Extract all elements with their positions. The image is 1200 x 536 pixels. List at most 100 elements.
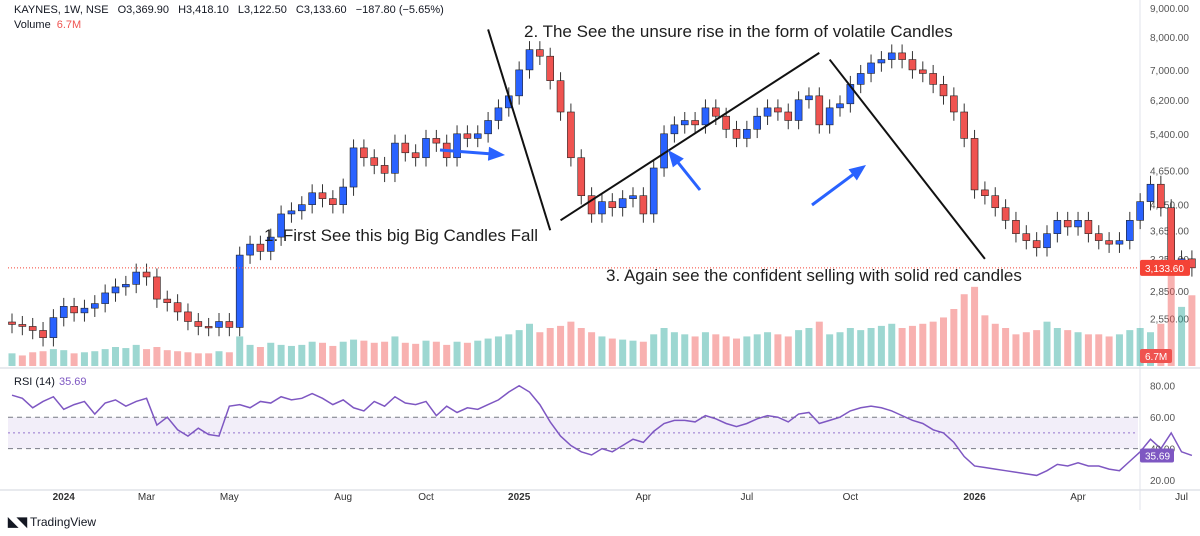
candle-body (732, 128, 741, 139)
candle-body (515, 69, 523, 97)
volume-bar (256, 347, 264, 366)
candle-body (142, 271, 151, 278)
volume-badge (1140, 349, 1172, 363)
candle-body (805, 95, 813, 101)
volume-bar (1178, 306, 1186, 366)
volume-bar (360, 340, 368, 366)
volume-bar (298, 344, 306, 366)
volume-bar (857, 330, 865, 366)
candle-body (329, 198, 337, 205)
volume-bar (401, 342, 409, 366)
symbol-name[interactable]: KAYNES, 1W, NSE (14, 4, 109, 16)
candle-body (391, 142, 399, 174)
tradingview-logo[interactable]: ◣◥ TradingView (8, 514, 96, 530)
candle-body (680, 120, 689, 126)
volume-bar (940, 317, 947, 366)
volume-bar (526, 323, 533, 366)
volume-bar (639, 341, 647, 366)
ohlc-high: H3,418.10 (178, 4, 229, 16)
volume-bar (1115, 334, 1123, 366)
candle-body (1012, 220, 1020, 234)
annotation-3: 3. Again see the confident selling with … (606, 266, 1022, 285)
volume-bar (205, 353, 213, 366)
rsi-badge-label: 35.69 (1145, 451, 1170, 462)
price-change: −187.80 (−5.65%) (355, 4, 444, 16)
volume-bar (981, 315, 989, 366)
candle-body (256, 243, 265, 252)
volume-bar (753, 334, 761, 366)
volume-bar (960, 294, 968, 366)
candle-body (867, 62, 875, 74)
candle-body (536, 49, 544, 57)
volume-bar (194, 353, 202, 366)
arrow-head (848, 165, 866, 181)
candle-body (132, 271, 140, 285)
volume-bar (174, 351, 182, 366)
candle-body (784, 111, 793, 121)
price-tick-label: 9,000.00 (1150, 4, 1189, 15)
volume-bar (805, 328, 813, 366)
candle-body (184, 311, 192, 322)
volume-bar (391, 336, 399, 366)
candle-body (1167, 207, 1175, 267)
candle-body (1063, 220, 1072, 228)
volume-bar (1043, 321, 1051, 366)
arrow-annotation (439, 148, 492, 156)
candle-body (246, 243, 254, 256)
candle-body (215, 321, 223, 328)
candle-body (266, 236, 275, 252)
volume-bar (567, 321, 575, 366)
volume-bar (795, 330, 803, 366)
candle-body (225, 321, 234, 328)
candle-body (929, 73, 937, 85)
volume-bar (608, 338, 616, 366)
arrow-head (487, 146, 505, 161)
rsi-label[interactable]: RSI (14) (14, 376, 55, 388)
volume-bar (91, 351, 99, 366)
rsi-line (11, 384, 1193, 477)
x-tick-label: 2024 (53, 492, 76, 503)
rsi-tick-label: 20.00 (1150, 476, 1175, 487)
price-tick-label: 5,400.00 (1150, 130, 1189, 141)
volume-bar (515, 330, 523, 366)
candle-body (370, 157, 379, 166)
volume-bar (184, 352, 192, 366)
volume-label[interactable]: Volume (14, 19, 51, 31)
rsi-badge (1140, 448, 1174, 463)
volume-badge-label: 6.7M (1145, 352, 1167, 363)
candle-body (629, 195, 637, 199)
volume-bar (1095, 334, 1103, 366)
x-tick-label: 2026 (963, 492, 986, 503)
candle-body (939, 84, 948, 97)
candle-body (577, 157, 586, 196)
rsi-tick-label: 80.00 (1150, 382, 1175, 393)
volume-bar (898, 328, 906, 366)
ohlc-low: L3,122.50 (237, 4, 287, 16)
x-tick-label: Jul (1175, 492, 1188, 503)
volume-bar (132, 344, 140, 366)
candle-body (887, 52, 896, 60)
volume-bar (49, 349, 57, 366)
volume-bar (743, 336, 751, 366)
volume-bar (1053, 328, 1061, 366)
ohlc-close: C3,133.60 (295, 4, 347, 16)
volume-bar (1022, 332, 1030, 366)
candle-body (91, 303, 99, 309)
candle-body (877, 59, 886, 64)
candle-body (339, 186, 348, 205)
last-price-label: 3,133.60 (1145, 264, 1184, 275)
volume-bar (122, 348, 130, 366)
volume-bar (319, 342, 326, 366)
candle-body (235, 254, 244, 328)
candle-body (567, 111, 575, 159)
volume-bar (991, 323, 999, 366)
candle-body (463, 133, 472, 139)
volume-bar (215, 351, 223, 366)
candle-body (856, 73, 865, 85)
candle-body (1105, 240, 1113, 245)
candle-body (836, 103, 844, 109)
volume-bar (70, 353, 78, 366)
volume-bar (308, 341, 316, 366)
candle-body (297, 204, 306, 212)
candle-body (432, 138, 441, 144)
